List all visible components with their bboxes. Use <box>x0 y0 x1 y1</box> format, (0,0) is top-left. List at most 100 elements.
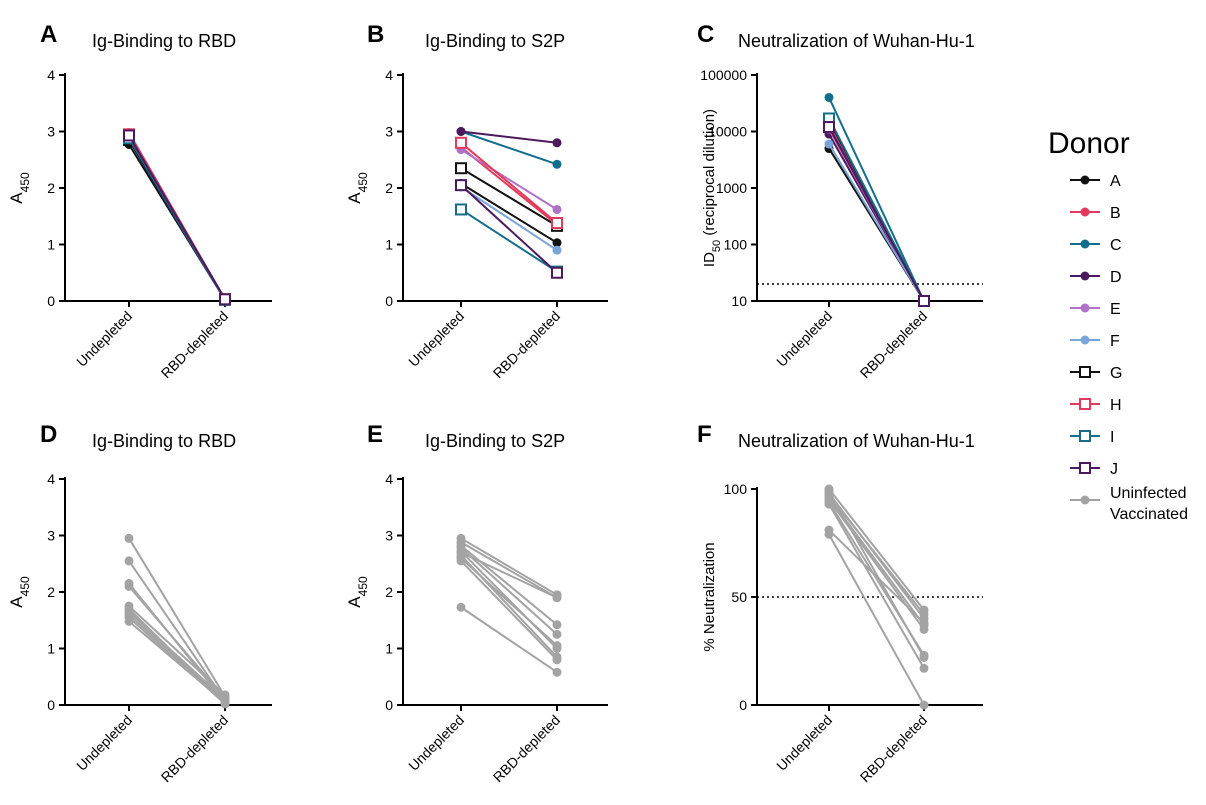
legend-label: E <box>1110 301 1121 318</box>
series-uninfected-1 <box>824 484 929 615</box>
series-line <box>828 490 925 658</box>
panel-letter: A <box>40 21 57 48</box>
data-point <box>919 652 929 662</box>
x-tick-label: Undepleted <box>73 308 135 370</box>
legend-label: G <box>1110 365 1122 382</box>
data-point <box>824 92 834 102</box>
y-tick-label: 2 <box>47 180 55 196</box>
legend-label: A <box>1110 173 1121 190</box>
series-line <box>460 541 558 599</box>
legend-title: Donor <box>1048 127 1130 160</box>
data-point <box>124 581 134 591</box>
series-line <box>828 488 925 611</box>
data-point <box>220 698 230 708</box>
legend-item-i: I <box>1070 429 1114 446</box>
series-line <box>460 551 558 599</box>
series-line <box>460 208 558 273</box>
y-tick-label: 100000 <box>700 67 747 83</box>
y-tick-label: 50 <box>731 589 747 605</box>
series-line <box>460 182 558 244</box>
data-point <box>919 609 929 619</box>
series-line <box>460 148 558 211</box>
series-line <box>460 560 558 661</box>
series-line <box>128 560 226 702</box>
y-tick-label: 1 <box>47 641 55 657</box>
data-point <box>456 556 466 566</box>
series-line <box>128 611 226 701</box>
data-point <box>824 139 834 149</box>
y-tick-label: 0 <box>739 697 747 713</box>
y-tick-label: 2 <box>385 180 393 196</box>
series-line <box>460 557 558 647</box>
legend-marker <box>1080 303 1090 313</box>
y-tick-label: 0 <box>385 697 393 713</box>
x-tick-label: RBD-depleted <box>490 308 563 381</box>
series-line <box>828 503 925 669</box>
data-point <box>552 620 562 630</box>
series-uninfected-10 <box>824 486 929 662</box>
series-uninfected-10 <box>124 616 230 708</box>
y-tick-label: 3 <box>385 124 393 140</box>
y-tick-label: 10 <box>731 293 747 309</box>
data-point <box>552 159 562 169</box>
y-axis-label-subscript: 450 <box>18 576 32 596</box>
series-line <box>128 605 226 696</box>
series-line <box>828 143 925 302</box>
panel-e: E Ig-Binding to S2P 0 1 2 3 4 Undepleted RBD-dep… <box>345 421 608 785</box>
series-uninfected-8 <box>124 610 230 707</box>
panel-title: Ig-Binding to RBD <box>92 431 236 451</box>
panel-d: D Ig-Binding to RBD 0 1 2 3 4 Undepleted RBD-dep… <box>7 421 272 785</box>
series-line <box>460 184 558 274</box>
x-tick-label: Undepleted <box>405 712 467 774</box>
series-d <box>456 127 562 148</box>
data-point <box>552 593 562 603</box>
data-point <box>552 238 562 248</box>
data-point <box>918 295 930 307</box>
legend-item-uninfected: Uninfected Vaccinated <box>1070 485 1188 523</box>
x-tick-label: Undepleted <box>405 308 467 370</box>
series-uninfected-7 <box>124 607 230 704</box>
legend-item-h: H <box>1070 397 1122 414</box>
panel-c: C Neutralization of Wuhan-Hu-1 10 100 1000 10… <box>697 21 983 381</box>
legend-marker <box>1079 366 1091 378</box>
series-line <box>128 620 226 704</box>
data-point <box>124 556 134 566</box>
series-uninfected-5 <box>456 546 562 653</box>
legend-item-f: F <box>1070 333 1120 350</box>
y-axis-label-subscript: 450 <box>18 172 32 192</box>
panel-title: Neutralization of Wuhan-Hu-1 <box>738 431 975 451</box>
data-point <box>552 204 562 214</box>
data-point <box>919 663 929 673</box>
panel-letter: B <box>367 21 384 48</box>
series-uninfected-8 <box>824 525 929 628</box>
legend-label-line2: Vaccinated <box>1110 506 1188 523</box>
legend-marker <box>1080 175 1090 185</box>
panel-f: F Neutralization of Wuhan-Hu-1 0 50 100 Undep… <box>697 421 983 785</box>
y-axis-label: A450 <box>7 576 32 608</box>
data-point <box>824 486 834 496</box>
panels: A Ig-Binding to RBD 0 1 2 3 4 Undepleted RBD-dep… <box>7 21 983 785</box>
legend-marker <box>1079 462 1091 474</box>
data-point <box>455 179 467 192</box>
legend-label: F <box>1110 333 1120 350</box>
x-tick-label: Undepleted <box>773 308 835 370</box>
series-uninfected-7 <box>456 553 562 651</box>
series-line <box>828 533 925 706</box>
data-point <box>552 245 562 255</box>
panel-letter: F <box>697 421 712 448</box>
legend-label: J <box>1110 461 1118 478</box>
panel-b: B Ig-Binding to S2P 0 1 2 3 4 Undepleted RBD-dep… <box>345 21 608 381</box>
y-tick-label: 0 <box>47 697 55 713</box>
x-tick-label: RBD-depleted <box>490 712 563 785</box>
data-point <box>552 641 562 651</box>
series-line <box>128 613 226 703</box>
data-point <box>124 533 134 543</box>
y-axis-label: A450 <box>345 576 370 608</box>
legend-label: C <box>1110 237 1122 254</box>
y-tick-label: 4 <box>385 67 393 83</box>
series-uninfected-9 <box>456 602 562 677</box>
series-j <box>823 121 930 307</box>
legend-label: Uninfected <box>1110 485 1187 502</box>
